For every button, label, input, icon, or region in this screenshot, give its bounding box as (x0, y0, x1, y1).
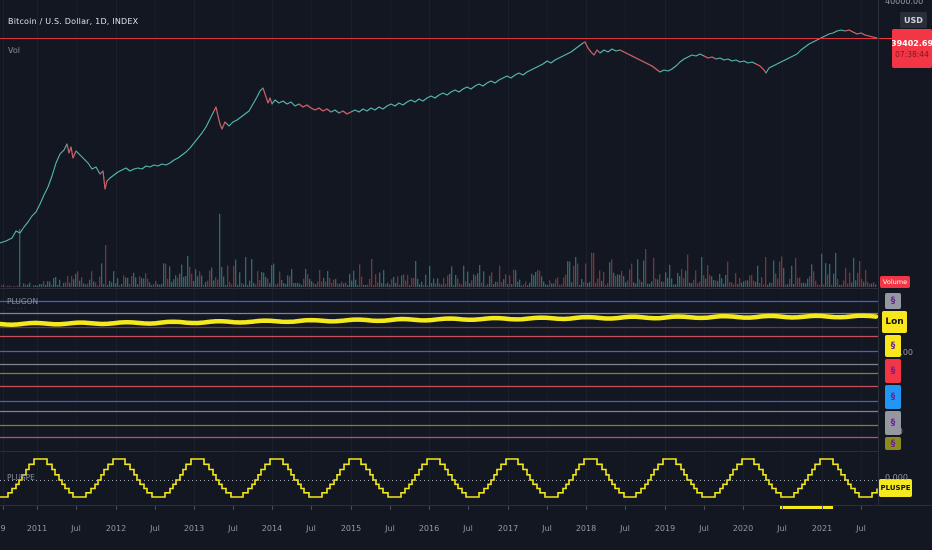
time-axis-label: 2013 (183, 524, 205, 533)
time-tick (468, 506, 469, 510)
time-axis-label: 2011 (26, 524, 48, 533)
indicator-value-badge: § (885, 359, 901, 383)
time-tick (155, 506, 156, 510)
time-axis-label: 2021 (811, 524, 833, 533)
last-price-badge: 39402.69 07:38:44 (892, 29, 932, 68)
time-axis-label: Jul (856, 524, 866, 533)
price-path-down (844, 29, 878, 39)
time-tick (76, 506, 77, 510)
time-axis-label: 2016 (418, 524, 440, 533)
indicator-value-badge: § (885, 437, 901, 450)
indicator-value-badge-lon: Lon (882, 311, 907, 333)
pluspe-step-wave (0, 458, 878, 498)
last-price-value: 39402.69 (892, 38, 932, 48)
time-axis-label: Jul (150, 524, 160, 533)
price-path-down (755, 63, 767, 74)
time-tick (272, 506, 273, 510)
time-axis-label: Jul (385, 524, 395, 533)
time-tick (390, 506, 391, 510)
time-scale[interactable]: 9 2011 Jul 2012 Jul 2013 Jul 2014 Jul 2015 Jul 2016… (0, 505, 932, 550)
time-axis-label: Jul (463, 524, 473, 533)
pluspe-value-badge: PLUSPE (879, 479, 912, 497)
grid-lines (3, 0, 862, 505)
time-tick (625, 506, 626, 510)
time-tick (508, 506, 509, 510)
time-tick (743, 506, 744, 510)
time-tick (429, 506, 430, 510)
symbol-title[interactable]: Bitcoin / U.S. Dollar, 1D, INDEX (8, 17, 139, 26)
time-tick (704, 506, 705, 510)
pluspe-indicator-label[interactable]: PLUSPE (7, 473, 35, 482)
time-axis-label: 2017 (497, 524, 519, 533)
price-path-down (262, 87, 273, 105)
pluspe-pane (0, 458, 878, 498)
price-series (0, 29, 878, 244)
time-axis-label: 2020 (732, 524, 754, 533)
plugon-yellow-band (0, 313, 878, 327)
time-tick (586, 506, 587, 510)
time-tick (194, 506, 195, 510)
volume-value-badge: Volume (880, 276, 910, 288)
time-axis-label: 9 (0, 524, 6, 533)
time-axis-label: 2018 (575, 524, 597, 533)
indicator-value-badge: § (885, 385, 901, 409)
time-axis-label: Jul (699, 524, 709, 533)
price-path-down (66, 143, 77, 159)
time-axis-label: Jul (71, 524, 81, 533)
time-axis-label: 2019 (654, 524, 676, 533)
volume-histogram (1, 214, 877, 287)
chart-svg (0, 0, 878, 505)
price-tick: 0.000 (885, 473, 908, 482)
time-tick (116, 506, 117, 510)
time-tick (547, 506, 548, 510)
indicator-value-badge: § (885, 293, 901, 309)
time-tick (861, 506, 862, 510)
time-tick (782, 506, 783, 510)
chart-canvas[interactable]: Bitcoin / U.S. Dollar, 1D, INDEX Vol PLU… (0, 0, 878, 505)
time-tick (3, 506, 4, 510)
time-axis-label: Jul (777, 524, 787, 533)
bar-countdown: 07:38:44 (895, 49, 929, 59)
price-path-down (619, 49, 661, 73)
price-path-down (213, 106, 226, 130)
currency-badge[interactable]: USD (900, 12, 927, 28)
plugon-options-dots-icon[interactable]: ······ (7, 306, 28, 313)
price-path-down (338, 110, 352, 115)
time-tick (311, 506, 312, 510)
time-tick (665, 506, 666, 510)
price-path-down (298, 103, 332, 113)
volume-indicator-label[interactable]: Vol (8, 46, 20, 55)
time-axis-label: 2015 (340, 524, 362, 533)
time-axis-label: Jul (228, 524, 238, 533)
price-path-down (99, 170, 108, 190)
time-tick (822, 506, 823, 510)
price-scale[interactable]: 40000.00 USD 39402.69 07:38:44 Volume PL… (878, 0, 932, 505)
plugon-indicator-label[interactable]: PLUGON (7, 297, 39, 306)
indicator-value-badge: § (885, 411, 901, 435)
price-path-down (582, 41, 601, 56)
time-axis-label: Jul (542, 524, 552, 533)
price-path-up (0, 29, 878, 244)
time-axis-label: 2012 (105, 524, 127, 533)
time-tick (37, 506, 38, 510)
plugon-pane (0, 300, 878, 439)
pluspe-axis-highlight (780, 506, 833, 509)
last-price-line-stub (879, 38, 892, 39)
indicator-value-badge: § (885, 335, 901, 357)
time-axis-label: Jul (620, 524, 630, 533)
time-axis-label: 2014 (261, 524, 283, 533)
price-tick-top: 40000.00 (885, 0, 924, 6)
time-axis-label: Jul (306, 524, 316, 533)
time-tick (351, 506, 352, 510)
time-tick (233, 506, 234, 510)
price-path-down (703, 55, 717, 60)
